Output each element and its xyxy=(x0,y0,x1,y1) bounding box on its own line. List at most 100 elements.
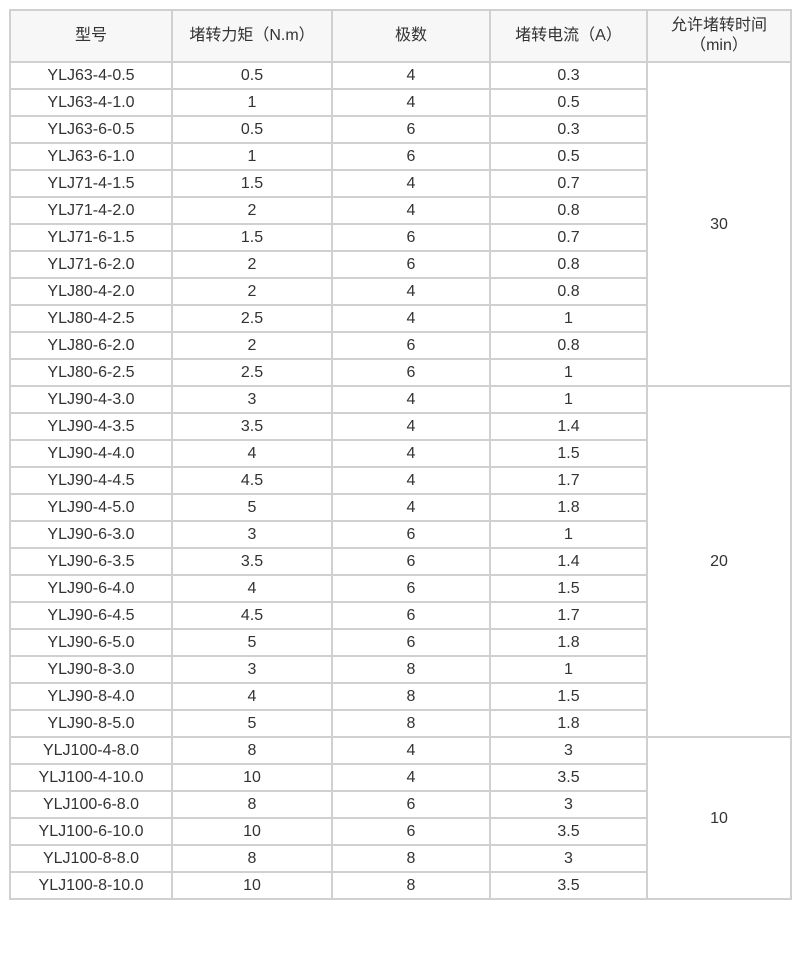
cell-torque: 0.5 xyxy=(171,115,333,144)
cell-current: 3 xyxy=(489,790,648,819)
cell-poles: 6 xyxy=(331,223,491,252)
cell-poles: 4 xyxy=(331,439,491,468)
cell-model: YLJ90-4-5.0 xyxy=(9,493,173,522)
cell-torque: 2 xyxy=(171,250,333,279)
cell-current: 3 xyxy=(489,844,648,873)
cell-poles: 4 xyxy=(331,88,491,117)
header-current: 堵转电流（A） xyxy=(489,9,648,63)
cell-current: 1.8 xyxy=(489,709,648,738)
table-row: YLJ80-6-2.5 2.5 6 1 xyxy=(9,358,791,387)
cell-model: YLJ71-4-1.5 xyxy=(9,169,173,198)
header-model: 型号 xyxy=(9,9,173,63)
cell-current: 1 xyxy=(489,655,648,684)
cell-poles: 6 xyxy=(331,142,491,171)
table-row: YLJ100-4-8.0 8 4 3 10 xyxy=(9,736,792,900)
cell-poles: 8 xyxy=(331,871,491,900)
cell-poles: 8 xyxy=(331,682,491,711)
cell-current: 1 xyxy=(489,358,648,387)
table-row: YLJ90-6-4.0 4 6 1.5 xyxy=(9,574,791,603)
cell-poles: 6 xyxy=(331,547,491,576)
table-row: YLJ90-4-4.0 4 4 1.5 xyxy=(9,439,791,468)
table-row: YLJ90-6-4.5 4.5 6 1.7 xyxy=(9,601,791,630)
cell-model: YLJ80-6-2.5 xyxy=(9,358,173,387)
cell-model: YLJ100-6-8.0 xyxy=(9,790,173,819)
cell-poles: 6 xyxy=(331,628,491,657)
header-poles: 极数 xyxy=(331,9,491,63)
table-row: YLJ90-6-3.5 3.5 6 1.4 xyxy=(9,547,791,576)
table-row: YLJ90-8-3.0 3 8 1 xyxy=(9,655,791,684)
cell-current: 1.4 xyxy=(489,412,648,441)
table-row: YLJ100-8-10.0 10 8 3.5 xyxy=(9,871,791,900)
table-row: YLJ71-4-2.0 2 4 0.8 xyxy=(9,196,791,225)
cell-model: YLJ63-4-1.0 xyxy=(9,88,173,117)
cell-torque: 4 xyxy=(171,574,333,603)
cell-poles: 6 xyxy=(331,601,491,630)
cell-model: YLJ63-6-1.0 xyxy=(9,142,173,171)
cell-model: YLJ90-6-4.5 xyxy=(9,601,173,630)
cell-current: 0.8 xyxy=(489,277,648,306)
table-row: YLJ90-4-3.5 3.5 4 1.4 xyxy=(9,412,791,441)
cell-poles: 4 xyxy=(331,169,491,198)
cell-model: YLJ100-4-10.0 xyxy=(9,763,173,792)
cell-torque: 2 xyxy=(171,331,333,360)
cell-current: 0.8 xyxy=(489,331,648,360)
cell-current: 0.7 xyxy=(489,223,648,252)
cell-current: 1 xyxy=(489,520,648,549)
cell-model: YLJ90-6-5.0 xyxy=(9,628,173,657)
cell-poles: 8 xyxy=(331,655,491,684)
cell-model: YLJ100-4-8.0 xyxy=(9,736,173,765)
table-row: YLJ100-6-10.0 10 6 3.5 xyxy=(9,817,791,846)
cell-model: YLJ71-6-2.0 xyxy=(9,250,173,279)
cell-torque: 3.5 xyxy=(171,412,333,441)
table-row: YLJ63-4-1.0 1 4 0.5 xyxy=(9,88,791,117)
cell-torque: 2 xyxy=(171,277,333,306)
table-row: YLJ80-4-2.0 2 4 0.8 xyxy=(9,277,791,306)
cell-current: 3.5 xyxy=(489,817,648,846)
cell-poles: 4 xyxy=(331,466,491,495)
cell-current: 0.8 xyxy=(489,250,648,279)
cell-torque: 3 xyxy=(171,655,333,684)
cell-torque: 2 xyxy=(171,196,333,225)
cell-current: 1.8 xyxy=(489,628,648,657)
table-row: YLJ100-6-8.0 8 6 3 xyxy=(9,790,791,819)
cell-torque: 4 xyxy=(171,439,333,468)
table-row: YLJ90-6-3.0 3 6 1 xyxy=(9,520,791,549)
cell-model: YLJ100-8-10.0 xyxy=(9,871,173,900)
cell-current: 0.8 xyxy=(489,196,648,225)
cell-model: YLJ100-6-10.0 xyxy=(9,817,173,846)
cell-model: YLJ80-4-2.0 xyxy=(9,277,173,306)
cell-torque: 3 xyxy=(171,520,333,549)
cell-model: YLJ80-6-2.0 xyxy=(9,331,173,360)
cell-poles: 8 xyxy=(331,709,491,738)
table-row: YLJ80-4-2.5 2.5 4 1 xyxy=(9,304,791,333)
cell-poles: 4 xyxy=(331,412,491,441)
cell-poles: 6 xyxy=(331,115,491,144)
cell-torque: 4.5 xyxy=(171,601,333,630)
table-row: YLJ90-4-5.0 5 4 1.8 xyxy=(9,493,791,522)
motor-spec-table: 型号 堵转力矩（N.m） 极数 堵转电流（A） 允许堵转时间（min） YLJ6… xyxy=(9,9,792,900)
cell-torque: 1 xyxy=(171,142,333,171)
cell-allowed-time: 10 xyxy=(646,736,792,900)
cell-poles: 4 xyxy=(331,277,491,306)
table-row: YLJ80-6-2.0 2 6 0.8 xyxy=(9,331,791,360)
cell-current: 1.8 xyxy=(489,493,648,522)
header-row: 型号 堵转力矩（N.m） 极数 堵转电流（A） 允许堵转时间（min） xyxy=(9,9,792,63)
cell-torque: 1.5 xyxy=(171,223,333,252)
table-row: YLJ71-4-1.5 1.5 4 0.7 xyxy=(9,169,791,198)
cell-torque: 4.5 xyxy=(171,466,333,495)
cell-model: YLJ90-6-4.0 xyxy=(9,574,173,603)
cell-current: 3.5 xyxy=(489,871,648,900)
cell-torque: 10 xyxy=(171,871,333,900)
table-row: YLJ90-4-4.5 4.5 4 1.7 xyxy=(9,466,791,495)
cell-model: YLJ100-8-8.0 xyxy=(9,844,173,873)
cell-torque: 1.5 xyxy=(171,169,333,198)
cell-current: 0.3 xyxy=(489,115,648,144)
table-row: YLJ90-8-4.0 4 8 1.5 xyxy=(9,682,791,711)
table-row: YLJ90-4-3.0 3 4 1 20 xyxy=(9,385,792,738)
cell-model: YLJ90-8-5.0 xyxy=(9,709,173,738)
table-row: YLJ100-4-10.0 10 4 3.5 xyxy=(9,763,791,792)
cell-current: 0.7 xyxy=(489,169,648,198)
cell-model: YLJ63-6-0.5 xyxy=(9,115,173,144)
cell-allowed-time: 20 xyxy=(646,385,792,738)
cell-torque: 8 xyxy=(171,790,333,819)
